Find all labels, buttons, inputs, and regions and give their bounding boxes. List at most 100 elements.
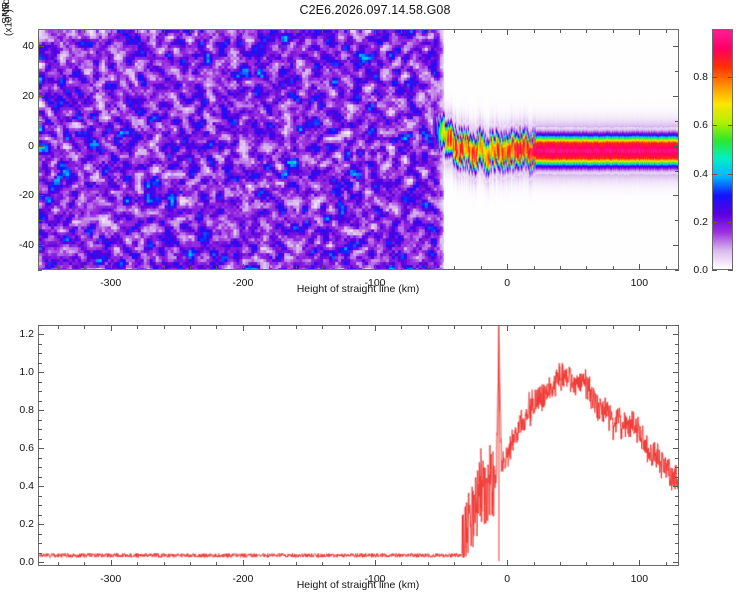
axis-tick xyxy=(38,410,44,412)
axis-tick xyxy=(560,29,562,33)
axis-tick xyxy=(675,325,679,326)
axis-tick xyxy=(38,46,44,48)
axis-tick xyxy=(84,562,86,566)
axis-tick xyxy=(639,325,641,331)
axis-tick xyxy=(480,266,482,270)
axis-tick xyxy=(675,170,679,172)
axis-tick xyxy=(163,562,165,566)
axis-tick xyxy=(560,562,562,566)
axis-tick xyxy=(295,29,297,33)
snr-x-tick-label: -300 xyxy=(100,573,122,585)
axis-tick xyxy=(560,266,562,270)
axis-tick xyxy=(38,438,42,440)
axis-tick xyxy=(189,325,191,329)
snr-axis-multiplier: (x104) xyxy=(0,9,15,36)
snr-y-tick-label: 0.0 xyxy=(19,556,34,569)
axis-tick xyxy=(38,391,42,393)
axis-tick xyxy=(163,325,165,329)
axis-tick xyxy=(242,29,244,35)
snr-trace xyxy=(39,326,678,565)
axis-tick xyxy=(673,524,679,526)
axis-tick xyxy=(639,29,641,35)
axis-tick xyxy=(348,29,350,33)
axis-tick xyxy=(454,562,456,566)
axis-tick xyxy=(480,325,482,329)
spectrogram-panel xyxy=(38,29,679,270)
colorbar-tick-label: 0.2 xyxy=(693,215,708,228)
axis-tick xyxy=(728,270,733,271)
axis-tick xyxy=(38,543,42,545)
spectrogram-x-axis-label: Height of straight line (km) xyxy=(296,283,420,295)
axis-tick xyxy=(38,334,44,336)
axis-tick xyxy=(38,96,44,98)
axis-tick xyxy=(507,560,509,566)
axis-tick xyxy=(375,264,377,270)
axis-tick xyxy=(269,562,271,566)
axis-tick xyxy=(401,562,403,566)
axis-tick xyxy=(38,476,42,478)
snr-x-tick-label: 100 xyxy=(630,573,649,585)
axis-tick xyxy=(38,145,44,147)
spectrogram-y-tick-label: -40 xyxy=(18,239,34,252)
axis-tick xyxy=(427,29,429,33)
axis-tick xyxy=(675,429,679,431)
axis-tick xyxy=(673,245,679,247)
axis-tick xyxy=(675,467,679,469)
axis-tick xyxy=(728,77,733,79)
axis-tick xyxy=(675,362,679,364)
axis-tick xyxy=(673,96,679,98)
axis-tick xyxy=(57,29,59,33)
axis-tick xyxy=(348,266,350,270)
axis-tick xyxy=(38,429,42,431)
spectrogram-x-tick-label: 100 xyxy=(630,277,649,289)
axis-tick xyxy=(675,495,679,497)
axis-tick xyxy=(38,170,42,172)
axis-tick xyxy=(586,29,588,33)
axis-tick xyxy=(189,266,191,270)
axis-tick xyxy=(675,457,679,459)
axis-tick xyxy=(480,562,482,566)
spectrogram-image xyxy=(39,30,678,269)
axis-tick xyxy=(533,325,535,329)
axis-tick xyxy=(110,29,112,35)
axis-tick xyxy=(38,552,42,554)
axis-tick xyxy=(137,29,139,33)
axis-tick xyxy=(675,552,679,554)
snr-x-axis-label: Height of straight line (km) xyxy=(296,579,420,591)
axis-tick xyxy=(712,270,717,271)
snr-y-tick-label: 0.4 xyxy=(19,480,34,493)
axis-tick xyxy=(675,400,679,402)
axis-tick xyxy=(673,46,679,48)
axis-tick xyxy=(675,543,679,545)
axis-tick xyxy=(401,29,403,33)
axis-tick xyxy=(427,266,429,270)
snr-y-tick-label: 1.0 xyxy=(19,366,34,379)
axis-tick xyxy=(322,29,324,33)
colorbar-tick-label: 0.4 xyxy=(693,167,708,180)
axis-tick xyxy=(675,220,679,222)
axis-tick xyxy=(675,270,679,271)
axis-tick xyxy=(375,560,377,566)
axis-tick xyxy=(242,325,244,331)
axis-tick xyxy=(348,325,350,329)
axis-tick xyxy=(639,560,641,566)
axis-tick xyxy=(673,448,679,450)
axis-tick xyxy=(38,505,42,507)
axis-tick xyxy=(322,325,324,329)
spectrogram-y-tick-label: 40 xyxy=(22,40,34,53)
axis-tick xyxy=(322,266,324,270)
axis-tick xyxy=(612,325,614,329)
axis-tick xyxy=(728,173,733,175)
axis-tick xyxy=(137,562,139,566)
axis-tick xyxy=(675,514,679,516)
axis-tick xyxy=(137,325,139,329)
colorbar-gradient xyxy=(713,30,732,269)
axis-tick xyxy=(673,145,679,147)
axis-tick xyxy=(216,325,218,329)
axis-tick xyxy=(38,362,42,364)
axis-tick xyxy=(675,71,679,73)
axis-tick xyxy=(38,381,42,383)
axis-tick xyxy=(673,372,679,374)
axis-tick xyxy=(675,476,679,478)
